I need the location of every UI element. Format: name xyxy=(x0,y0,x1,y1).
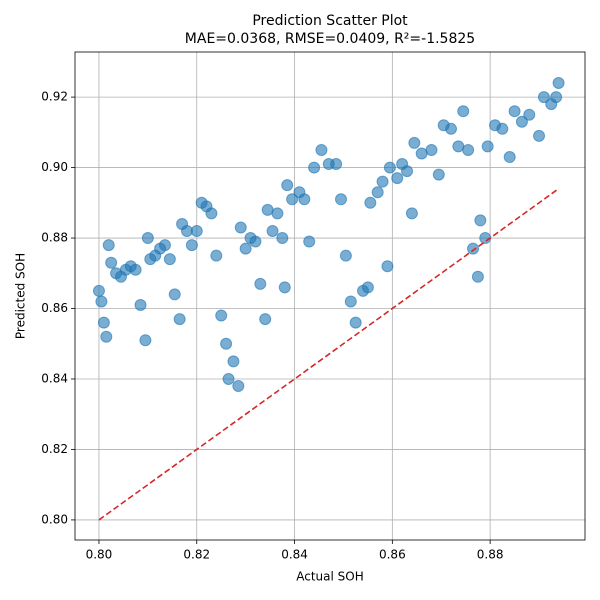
point xyxy=(227,355,240,368)
point xyxy=(405,207,418,220)
plot-frame xyxy=(74,51,586,541)
point xyxy=(141,232,154,245)
point xyxy=(391,172,404,185)
x-tick-label: 0.86 xyxy=(379,548,406,562)
x-tick-label: 0.84 xyxy=(281,548,308,562)
reference-line xyxy=(98,188,560,521)
point xyxy=(303,235,316,248)
y-tick-label: 0.86 xyxy=(41,301,68,315)
point xyxy=(173,313,186,326)
point xyxy=(371,186,384,199)
point xyxy=(129,263,142,276)
x-tick-label: 0.88 xyxy=(477,548,504,562)
point xyxy=(102,239,115,252)
y-tick-label: 0.90 xyxy=(41,160,68,174)
point xyxy=(271,207,284,220)
point xyxy=(276,232,289,245)
point xyxy=(381,260,394,273)
point xyxy=(215,309,228,322)
point xyxy=(550,91,563,104)
point xyxy=(376,175,389,188)
x-axis-label: Actual SOH xyxy=(296,570,364,584)
point xyxy=(474,214,487,227)
point xyxy=(508,105,521,118)
x-tick-label: 0.80 xyxy=(86,548,113,562)
chart-subtitle: MAE=0.0368, RMSE=0.0409, R²=-1.5825 xyxy=(185,31,475,47)
point xyxy=(308,161,321,174)
point xyxy=(190,224,203,237)
point xyxy=(100,330,113,343)
point xyxy=(239,242,252,255)
point xyxy=(139,334,152,347)
point xyxy=(552,77,565,90)
point xyxy=(278,281,291,294)
point xyxy=(298,193,311,206)
chart-title: Prediction Scatter Plot xyxy=(252,13,408,29)
point xyxy=(408,136,421,149)
x-tick-label: 0.82 xyxy=(183,548,210,562)
point xyxy=(445,122,458,135)
point xyxy=(105,256,118,269)
point xyxy=(95,295,108,308)
point xyxy=(349,316,362,329)
point xyxy=(457,105,470,118)
point xyxy=(335,193,348,206)
y-axis-label: Predicted SOH xyxy=(14,253,28,339)
point xyxy=(266,224,279,237)
point xyxy=(383,161,396,174)
point xyxy=(471,270,484,283)
point xyxy=(259,313,272,326)
point xyxy=(249,235,262,248)
point xyxy=(168,288,181,301)
point xyxy=(330,158,343,171)
point xyxy=(97,316,110,329)
point xyxy=(523,108,536,121)
point xyxy=(222,372,235,385)
point xyxy=(537,91,550,104)
point xyxy=(462,143,475,156)
point xyxy=(205,207,218,220)
point xyxy=(210,249,223,262)
point xyxy=(481,140,494,153)
point xyxy=(315,143,328,156)
point xyxy=(503,150,516,163)
point xyxy=(232,380,245,393)
point xyxy=(533,129,546,142)
point xyxy=(92,284,105,297)
point xyxy=(432,168,445,181)
y-tick-label: 0.84 xyxy=(41,371,68,385)
point xyxy=(134,298,147,311)
point xyxy=(515,115,528,128)
y-tick-label: 0.80 xyxy=(41,512,68,526)
point xyxy=(425,143,438,156)
point xyxy=(344,295,357,308)
point xyxy=(364,196,377,209)
point xyxy=(339,249,352,262)
point xyxy=(496,122,509,135)
point xyxy=(163,253,176,266)
point xyxy=(185,239,198,252)
point xyxy=(281,179,294,192)
point xyxy=(158,239,171,252)
point xyxy=(361,281,374,294)
point xyxy=(220,337,233,350)
point xyxy=(286,193,299,206)
y-tick-label: 0.88 xyxy=(41,231,68,245)
point xyxy=(467,242,480,255)
point xyxy=(254,277,267,290)
y-tick-label: 0.82 xyxy=(41,442,68,456)
y-tick-label: 0.92 xyxy=(41,90,68,104)
point xyxy=(234,221,247,234)
point xyxy=(401,165,414,178)
